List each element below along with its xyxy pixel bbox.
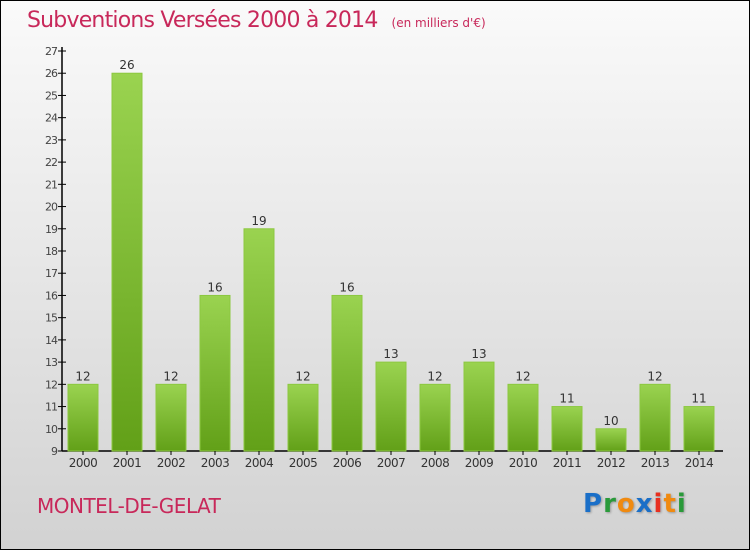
y-tick-label: 19	[45, 223, 58, 236]
chart-title: Subventions Versées 2000 à 2014	[27, 8, 378, 33]
bar-2005	[287, 383, 319, 452]
data-label: 16	[339, 280, 354, 294]
y-tick-label: 10	[45, 423, 58, 436]
y-tick-label: 22	[45, 156, 57, 169]
chart-header: Subventions Versées 2000 à 2014 (en mill…	[27, 8, 486, 33]
proxiti-logo: Proxiti	[583, 489, 687, 519]
x-tick-label: 2003	[201, 456, 230, 470]
data-label: 12	[515, 369, 530, 383]
bar-2009	[463, 361, 495, 452]
y-tick-label: 12	[45, 378, 57, 391]
x-tick-label: 2009	[465, 456, 494, 470]
y-tick-label: 17	[45, 267, 58, 280]
bar-2008	[419, 383, 451, 452]
y-tick-label: 20	[45, 201, 58, 214]
x-tick-label: 2006	[333, 456, 362, 470]
bar-2007	[375, 361, 407, 452]
y-tick-label: 27	[45, 45, 58, 58]
y-tick-label: 26	[45, 67, 58, 80]
y-tick-label: 23	[45, 134, 58, 147]
bar-2014	[683, 406, 715, 452]
x-tick-label: 2012	[597, 456, 626, 470]
y-tick-label: 25	[45, 89, 58, 102]
x-tick-label: 2013	[641, 456, 670, 470]
x-tick-label: 2014	[685, 456, 714, 470]
x-tick-label: 2004	[245, 456, 274, 470]
x-tick-label: 2011	[553, 456, 582, 470]
bar-2012	[595, 428, 627, 452]
bar-2006	[331, 294, 363, 452]
bar-2013	[639, 383, 671, 452]
y-tick-label: 11	[45, 401, 57, 414]
y-tick-label: 13	[45, 356, 58, 369]
data-label: 12	[427, 369, 442, 383]
commune-name: MONTEL-DE-GELAT	[37, 494, 221, 518]
y-tick-label: 18	[45, 245, 58, 258]
bar-2000	[67, 383, 99, 452]
y-tick-label: 21	[45, 178, 57, 191]
y-tick-label: 14	[45, 334, 58, 347]
x-tick-label: 2008	[421, 456, 450, 470]
data-label: 12	[163, 369, 178, 383]
x-tick-label: 2002	[157, 456, 186, 470]
data-label: 16	[207, 280, 222, 294]
data-label: 12	[75, 369, 90, 383]
unit-label: (en milliers d'€)	[391, 16, 486, 30]
data-label: 11	[691, 392, 706, 406]
data-label: 13	[471, 347, 486, 361]
y-tick-label: 15	[45, 312, 58, 325]
data-label: 13	[383, 347, 398, 361]
bar-2001	[111, 72, 143, 452]
data-label: 10	[603, 414, 618, 428]
data-label: 19	[251, 214, 266, 228]
data-label: 26	[119, 58, 134, 72]
bar-2003	[199, 294, 231, 452]
bar-2004	[243, 228, 275, 452]
x-tick-label: 2005	[289, 456, 318, 470]
y-tick-label: 16	[45, 289, 58, 302]
data-label: 12	[295, 369, 310, 383]
data-label: 11	[559, 392, 574, 406]
data-label: 12	[647, 369, 662, 383]
bar-2011	[551, 406, 583, 452]
x-tick-label: 2010	[509, 456, 538, 470]
bar-2002	[155, 383, 187, 452]
x-tick-label: 2001	[113, 456, 142, 470]
y-tick-label: 9	[51, 445, 58, 458]
x-tick-label: 2007	[377, 456, 406, 470]
x-tick-label: 2000	[69, 456, 98, 470]
y-tick-label: 24	[45, 112, 58, 125]
bar-2010	[507, 383, 539, 452]
